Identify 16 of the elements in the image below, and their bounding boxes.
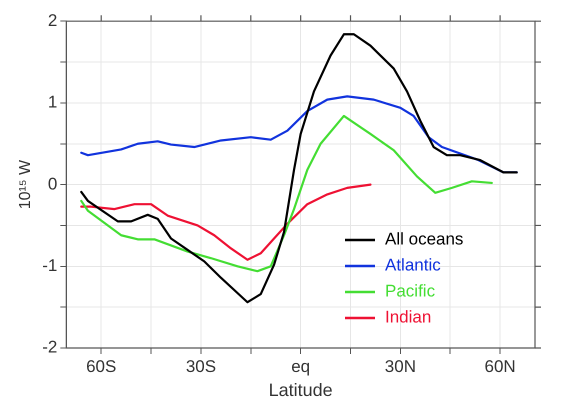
x-tick-label: 30S (186, 356, 216, 376)
legend-label: Atlantic (385, 256, 442, 275)
y-tick-label: 1 (48, 92, 58, 112)
x-tick-label: 30N (384, 356, 416, 376)
y-tick-label: -2 (42, 338, 58, 357)
legend-label: All oceans (385, 230, 464, 249)
y-tick-label: -1 (42, 256, 58, 275)
legend-label: Pacific (385, 282, 436, 301)
x-axis-title: Latitude (268, 380, 333, 400)
y-tick-label: 0 (48, 174, 58, 194)
y-axis-title: 10¹⁵ W (17, 159, 34, 210)
x-tick-label: eq (291, 356, 310, 376)
y-tick-label: 2 (48, 10, 58, 30)
x-tick-label: 60N (484, 356, 516, 376)
legend-label: Indian (385, 308, 432, 327)
x-tick-label: 60S (86, 356, 116, 376)
